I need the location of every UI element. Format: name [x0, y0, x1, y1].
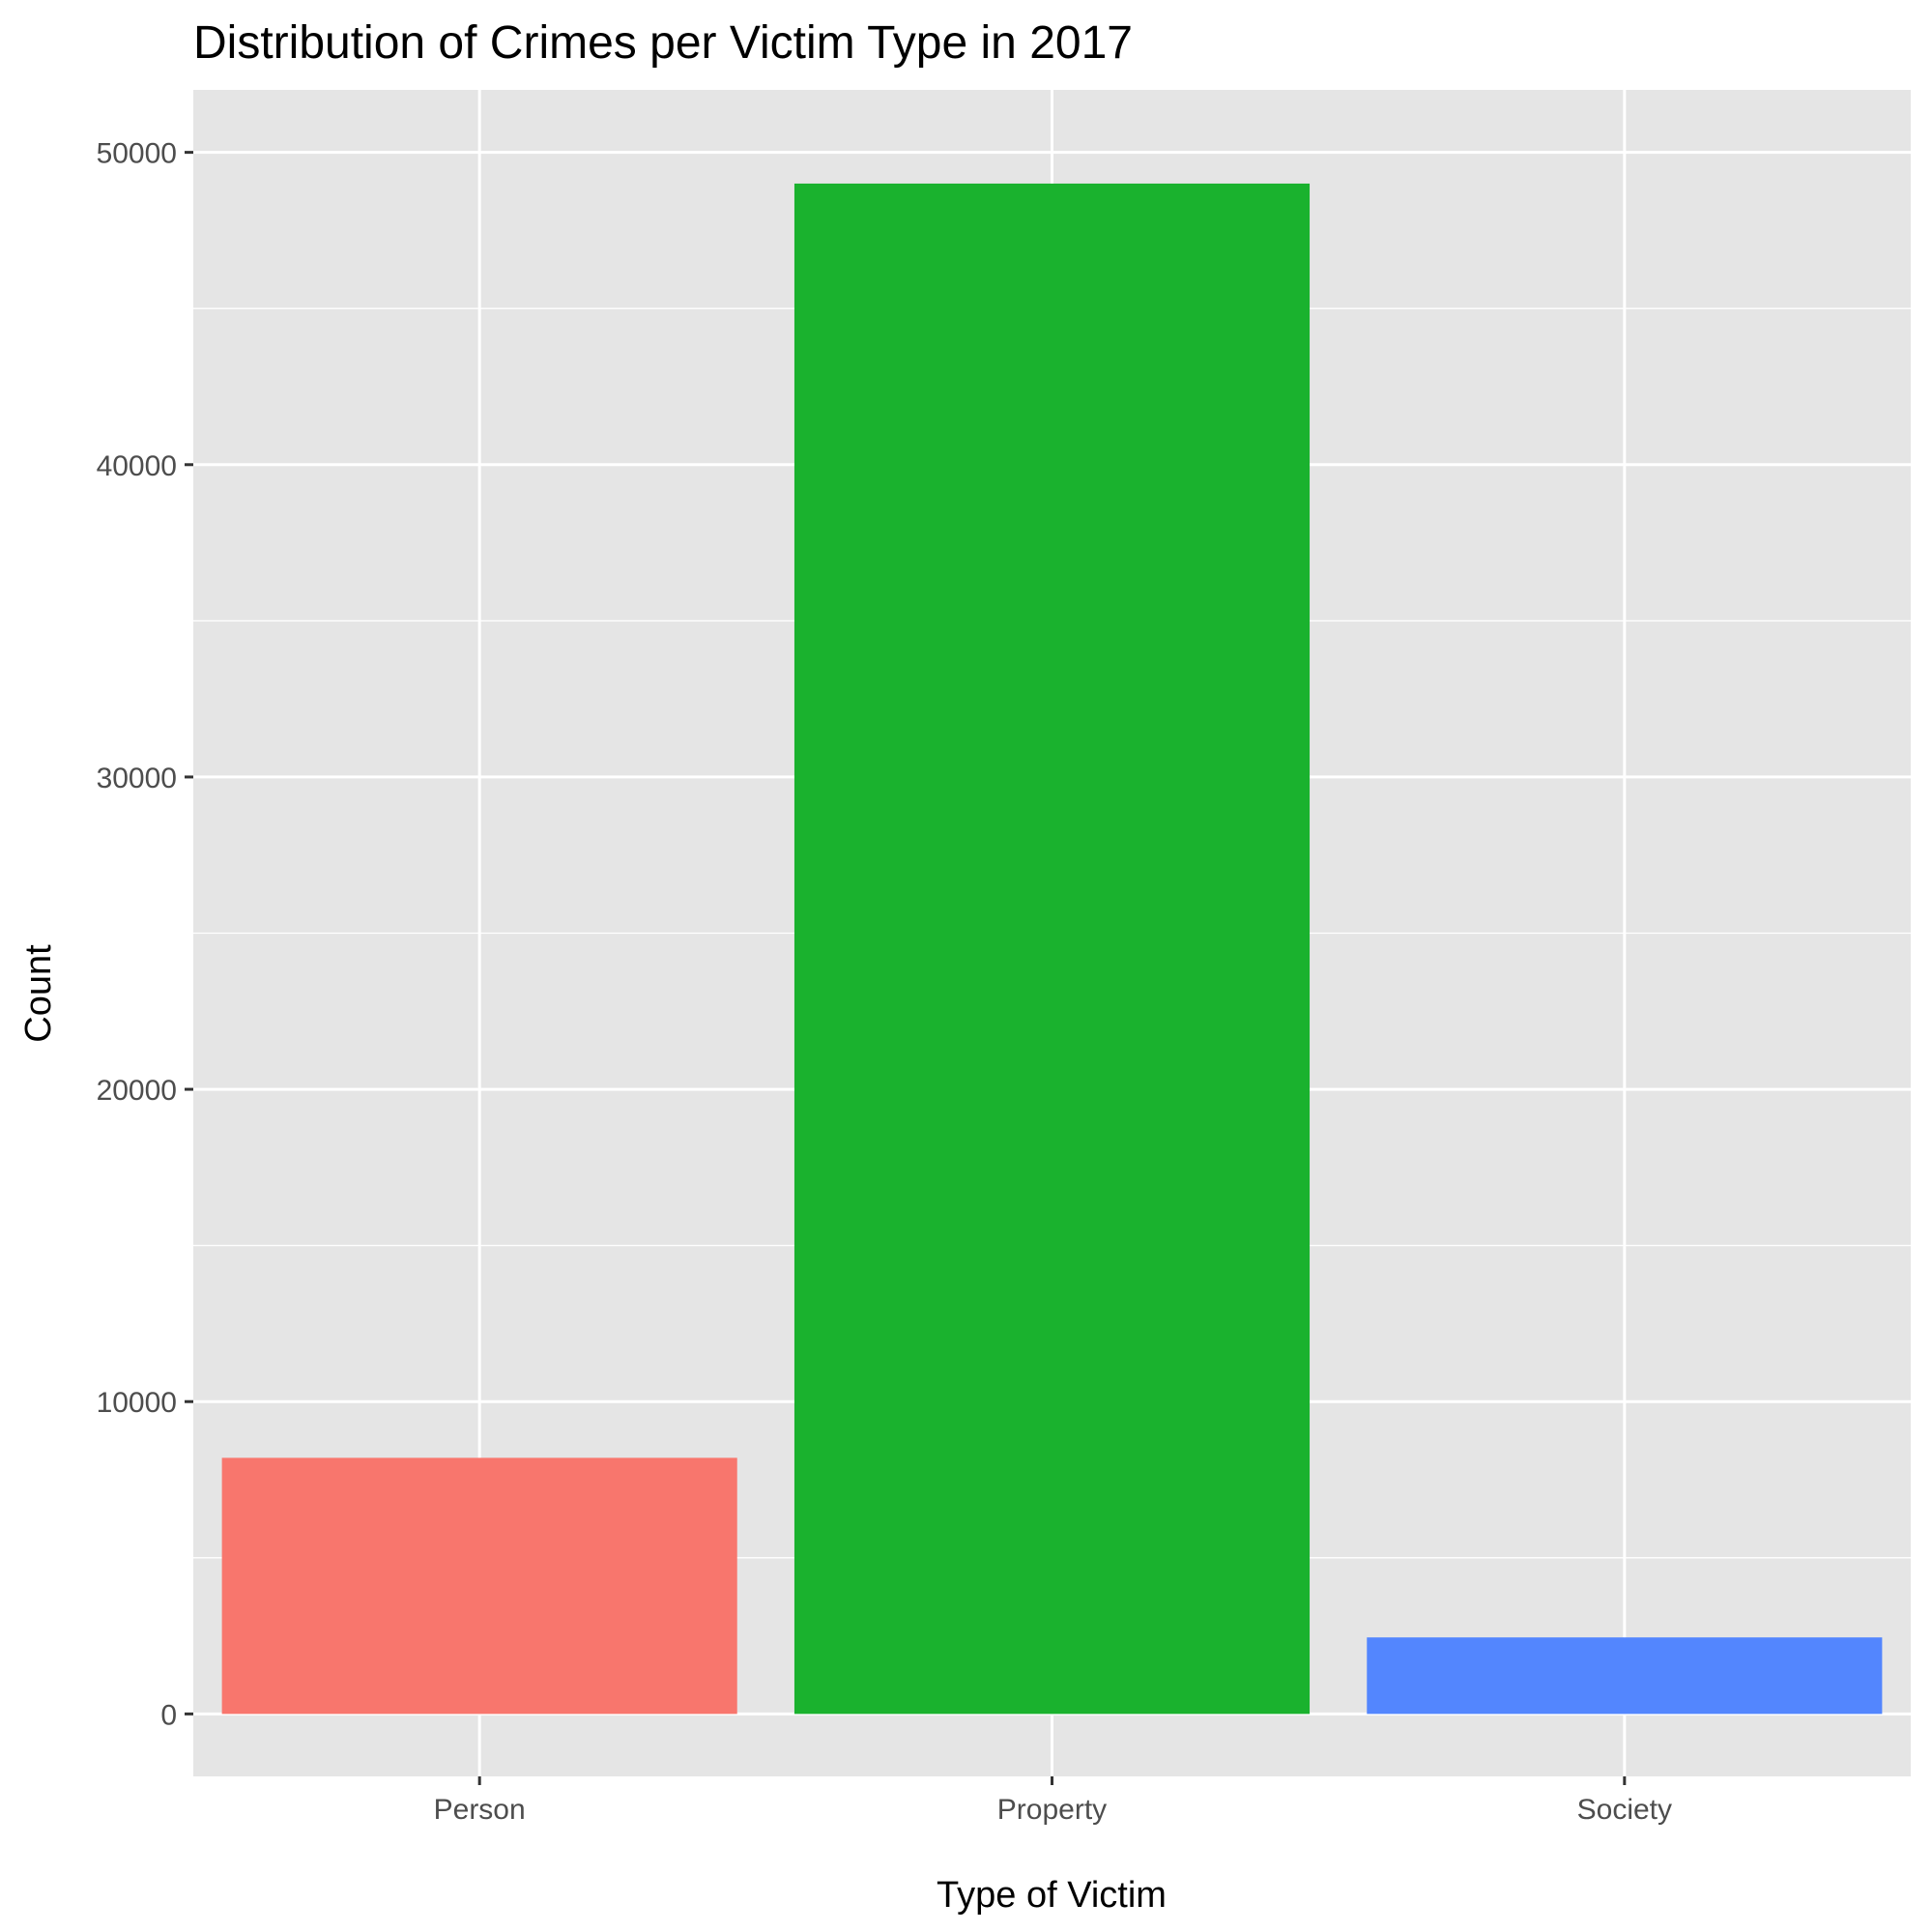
y-axis-title: Count	[18, 944, 59, 1043]
x-axis: Person Property Society	[434, 1776, 1672, 1826]
y-tick-label: 10000	[97, 1387, 177, 1419]
y-axis: 0 10000 20000 30000 40000 50000	[97, 138, 193, 1731]
y-tick-label: 30000	[97, 763, 177, 794]
y-tick-label: 40000	[97, 450, 177, 482]
bar-society	[1367, 1637, 1883, 1715]
x-tick-label: Person	[434, 1794, 526, 1826]
chart-title: Distribution of Crimes per Victim Type i…	[193, 17, 1133, 69]
x-axis-title: Type of Victim	[937, 1875, 1167, 1916]
y-tick-label: 20000	[97, 1075, 177, 1107]
y-tick-label: 50000	[97, 138, 177, 170]
bars	[221, 183, 1883, 1715]
bar-person	[221, 1457, 737, 1715]
x-tick-label: Society	[1577, 1794, 1672, 1826]
y-tick-label: 0	[160, 1699, 177, 1731]
bar-property	[793, 183, 1311, 1715]
x-tick-label: Property	[997, 1794, 1107, 1826]
